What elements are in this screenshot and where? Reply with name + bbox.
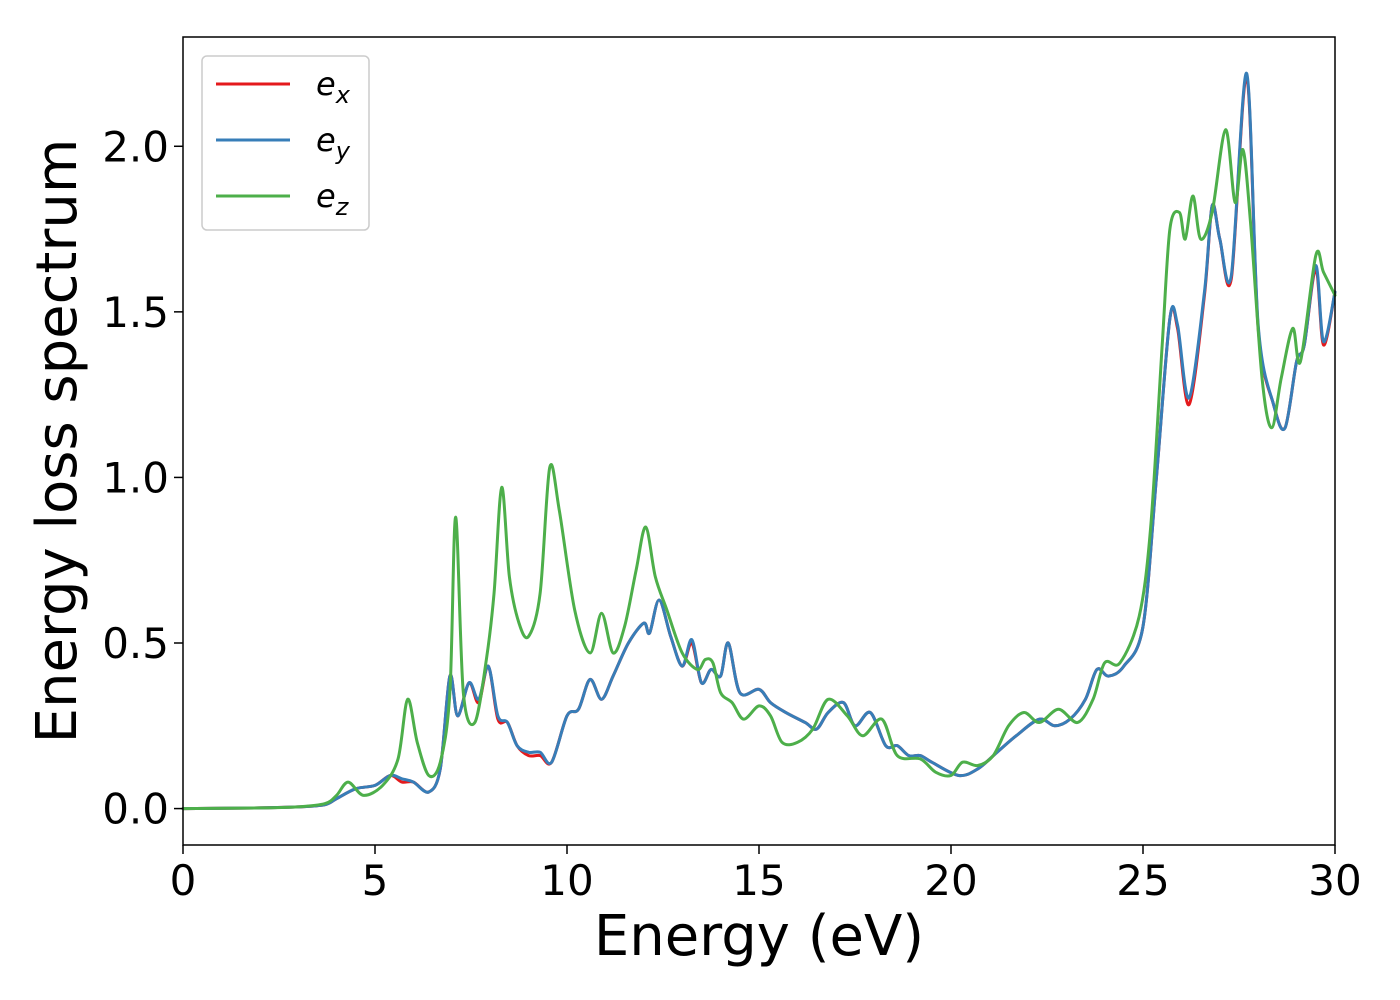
x-tick-label: 0 (170, 856, 197, 905)
legend-box (201, 55, 370, 231)
series-line-e-y (181, 71, 1337, 811)
y-tick-label: 0.5 (102, 619, 169, 668)
x-tick-label: 15 (732, 856, 785, 905)
legend-label-e-z: ez (316, 177, 350, 221)
y-axis: 0.0 0.5 1.0 1.5 2.0 (102, 122, 183, 834)
x-axis: 0 5 10 15 20 25 30 (170, 845, 1362, 905)
series-line-e-z (181, 128, 1337, 811)
y-tick-label: 2.0 (102, 122, 169, 171)
x-tick-label: 30 (1308, 856, 1361, 905)
x-tick-label: 20 (924, 856, 977, 905)
y-tick-label: 0.0 (102, 785, 169, 834)
y-tick-label: 1.0 (102, 453, 169, 502)
x-tick-label: 10 (540, 856, 593, 905)
x-tick-label: 25 (1116, 856, 1169, 905)
x-tick-label: 5 (362, 856, 389, 905)
y-tick-label: 1.5 (102, 288, 169, 337)
series-layer (181, 71, 1337, 811)
legend-label-e-x: ex (316, 65, 351, 109)
legend-label-e-y: ey (316, 121, 351, 165)
x-axis-label: Energy (eV) (594, 904, 924, 969)
legend: ex ey ez (201, 55, 370, 231)
y-axis-label: Energy loss spectrum (25, 139, 90, 744)
